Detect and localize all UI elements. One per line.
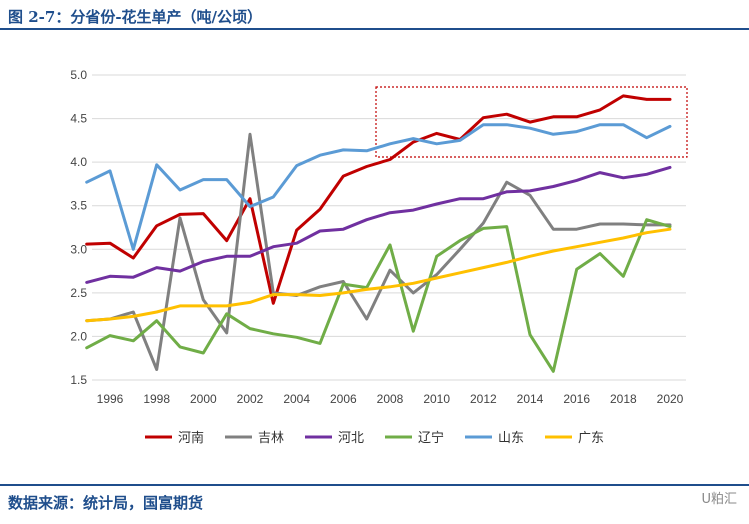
header-rule (0, 28, 749, 30)
series-line-3 (85, 218, 672, 373)
series-line-2 (85, 165, 672, 284)
x-tick-label: 2008 (377, 392, 404, 406)
legend-label: 辽宁 (418, 430, 444, 446)
x-tick-label: 2020 (657, 392, 684, 406)
series-lines (85, 94, 672, 373)
x-tick-label: 2012 (470, 392, 497, 406)
legend-label: 河南 (178, 430, 204, 446)
y-axis-ticks: 1.5 2.0 2.5 3.0 3.5 4.0 4.5 5.0 (70, 68, 87, 387)
legend: 河南 吉林 河北 辽宁 山东 广东 (145, 430, 604, 446)
x-tick-label: 1998 (143, 392, 170, 406)
chart-title: 图 2-7：分省份-花生单产（吨/公顷） (8, 8, 263, 26)
legend-label: 山东 (498, 431, 524, 446)
x-tick-label: 2018 (610, 392, 637, 406)
series-line-0 (85, 94, 672, 305)
y-tick-label: 3.5 (70, 199, 87, 213)
y-tick-label: 2.5 (70, 286, 87, 300)
y-tick-label: 5.0 (70, 68, 87, 82)
y-tick-label: 4.5 (70, 112, 87, 126)
grid-lines (92, 74, 686, 381)
legend-label: 吉林 (258, 431, 284, 446)
y-tick-label: 2.0 (70, 329, 87, 343)
y-tick-label: 4.0 (70, 155, 87, 169)
series-line-1 (85, 132, 672, 371)
legend-label: 河北 (338, 431, 364, 446)
y-tick-label: 1.5 (70, 373, 87, 387)
series-line-4 (85, 123, 672, 251)
x-tick-label: 2006 (330, 392, 357, 406)
y-tick-label: 3.0 (70, 242, 87, 256)
x-tick-label: 2014 (517, 392, 544, 406)
data-source: 数据来源：统计局，国富期货 (8, 494, 204, 512)
brand-watermark: U粕汇 (701, 492, 737, 507)
series-line-5 (85, 227, 672, 323)
x-tick-label: 2010 (423, 392, 450, 406)
x-tick-label: 1996 (97, 392, 124, 406)
x-tick-label: 2002 (237, 392, 264, 406)
legend-label: 广东 (578, 431, 604, 446)
x-axis-ticks: 1996 1998 2000 2002 2004 2006 2008 2010 2012 2014… (97, 392, 684, 406)
footer-rule (0, 484, 749, 486)
x-tick-label: 2016 (563, 392, 590, 406)
x-tick-label: 2004 (283, 392, 310, 406)
highlight-box (375, 86, 688, 158)
x-tick-label: 2000 (190, 392, 217, 406)
